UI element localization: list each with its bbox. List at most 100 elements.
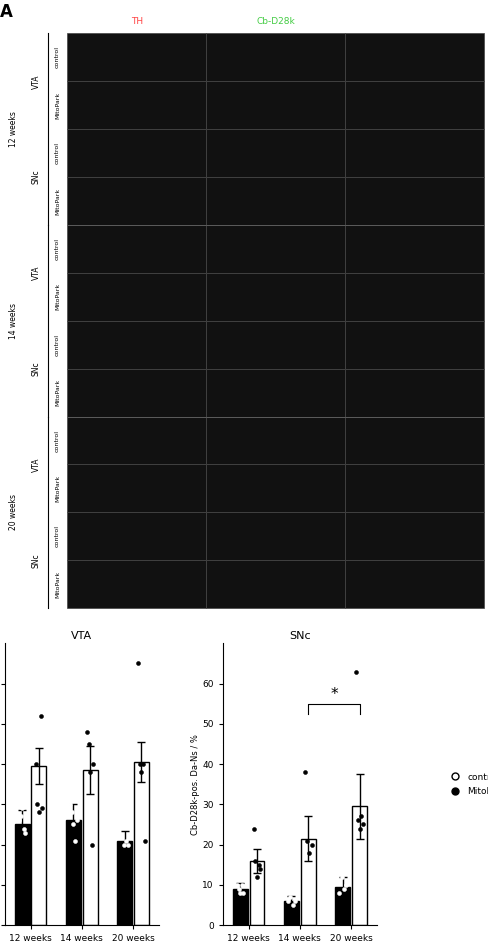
- Bar: [67, 416, 206, 464]
- Bar: [67, 560, 206, 608]
- Point: [83, 724, 91, 739]
- Point: [120, 837, 127, 852]
- Point: [38, 801, 46, 816]
- Point: [139, 756, 147, 771]
- Point: [342, 877, 349, 892]
- Text: control: control: [55, 334, 60, 356]
- Point: [254, 857, 262, 872]
- Point: [233, 877, 241, 892]
- Point: [352, 664, 360, 679]
- Point: [305, 845, 313, 860]
- Point: [236, 885, 244, 901]
- Point: [358, 817, 366, 832]
- Bar: [300, 838, 315, 925]
- Bar: [351, 806, 366, 925]
- Point: [234, 882, 242, 897]
- Bar: [345, 464, 483, 513]
- Point: [337, 869, 345, 885]
- Point: [89, 756, 97, 771]
- Bar: [206, 416, 345, 464]
- Text: 12 weeks: 12 weeks: [9, 111, 18, 147]
- Bar: [206, 321, 345, 369]
- Bar: [67, 177, 206, 225]
- Point: [21, 825, 29, 840]
- Point: [37, 708, 44, 723]
- Bar: [345, 273, 483, 321]
- Point: [86, 765, 94, 780]
- Bar: [206, 225, 345, 273]
- Point: [251, 853, 259, 868]
- Bar: [206, 33, 345, 81]
- Point: [35, 805, 43, 820]
- Bar: [206, 513, 345, 560]
- Point: [117, 829, 125, 844]
- Text: SNc: SNc: [31, 553, 41, 567]
- Point: [301, 765, 308, 780]
- Bar: [206, 464, 345, 513]
- Text: TH: TH: [130, 17, 142, 25]
- Bar: [67, 81, 206, 129]
- Text: control: control: [55, 430, 60, 451]
- Point: [141, 833, 148, 848]
- Bar: [66, 820, 81, 925]
- Point: [286, 889, 294, 904]
- Point: [33, 797, 41, 812]
- Bar: [345, 369, 483, 416]
- Point: [134, 656, 142, 671]
- Point: [249, 821, 257, 836]
- Bar: [206, 81, 345, 129]
- Text: A: A: [0, 4, 13, 22]
- Point: [17, 809, 24, 824]
- Point: [122, 833, 129, 848]
- Point: [15, 813, 23, 828]
- Point: [307, 837, 315, 852]
- Bar: [232, 889, 247, 925]
- Bar: [82, 770, 98, 925]
- Bar: [67, 369, 206, 416]
- Point: [68, 805, 76, 820]
- Point: [124, 837, 132, 852]
- Bar: [67, 225, 206, 273]
- Bar: [67, 321, 206, 369]
- Text: VTA: VTA: [31, 74, 41, 89]
- Point: [288, 898, 296, 913]
- Title: VTA: VTA: [71, 632, 92, 641]
- Point: [32, 756, 40, 771]
- Bar: [345, 321, 483, 369]
- Title: SNc: SNc: [288, 632, 310, 641]
- Bar: [345, 225, 483, 273]
- Bar: [67, 33, 206, 81]
- Bar: [345, 560, 483, 608]
- Text: SNc: SNc: [31, 362, 41, 376]
- Bar: [206, 560, 345, 608]
- Text: merge: merge: [399, 17, 428, 25]
- Bar: [67, 464, 206, 513]
- Point: [238, 877, 245, 892]
- Y-axis label: Cb-D28k-pos. Da-Ns / %: Cb-D28k-pos. Da-Ns / %: [190, 733, 199, 834]
- Text: MitoPark: MitoPark: [55, 379, 60, 406]
- Text: control: control: [55, 46, 60, 68]
- Text: MitoPark: MitoPark: [55, 475, 60, 502]
- Point: [339, 882, 347, 897]
- Point: [18, 801, 26, 816]
- Text: SNc: SNc: [31, 170, 41, 184]
- Point: [66, 797, 74, 812]
- Point: [256, 861, 264, 876]
- Bar: [67, 129, 206, 177]
- Point: [335, 885, 343, 901]
- Bar: [345, 129, 483, 177]
- Text: MitoPark: MitoPark: [55, 92, 60, 119]
- Bar: [249, 861, 264, 925]
- Point: [303, 833, 310, 848]
- Bar: [206, 273, 345, 321]
- Point: [136, 756, 143, 771]
- Bar: [335, 886, 349, 925]
- Bar: [134, 762, 148, 925]
- Bar: [206, 369, 345, 416]
- Point: [253, 869, 261, 885]
- Text: MitoPark: MitoPark: [55, 283, 60, 311]
- Legend: control, MitoPark: control, MitoPark: [445, 772, 488, 796]
- Bar: [206, 177, 345, 225]
- Text: MitoPark: MitoPark: [55, 188, 60, 214]
- Text: 20 weeks: 20 weeks: [9, 495, 18, 531]
